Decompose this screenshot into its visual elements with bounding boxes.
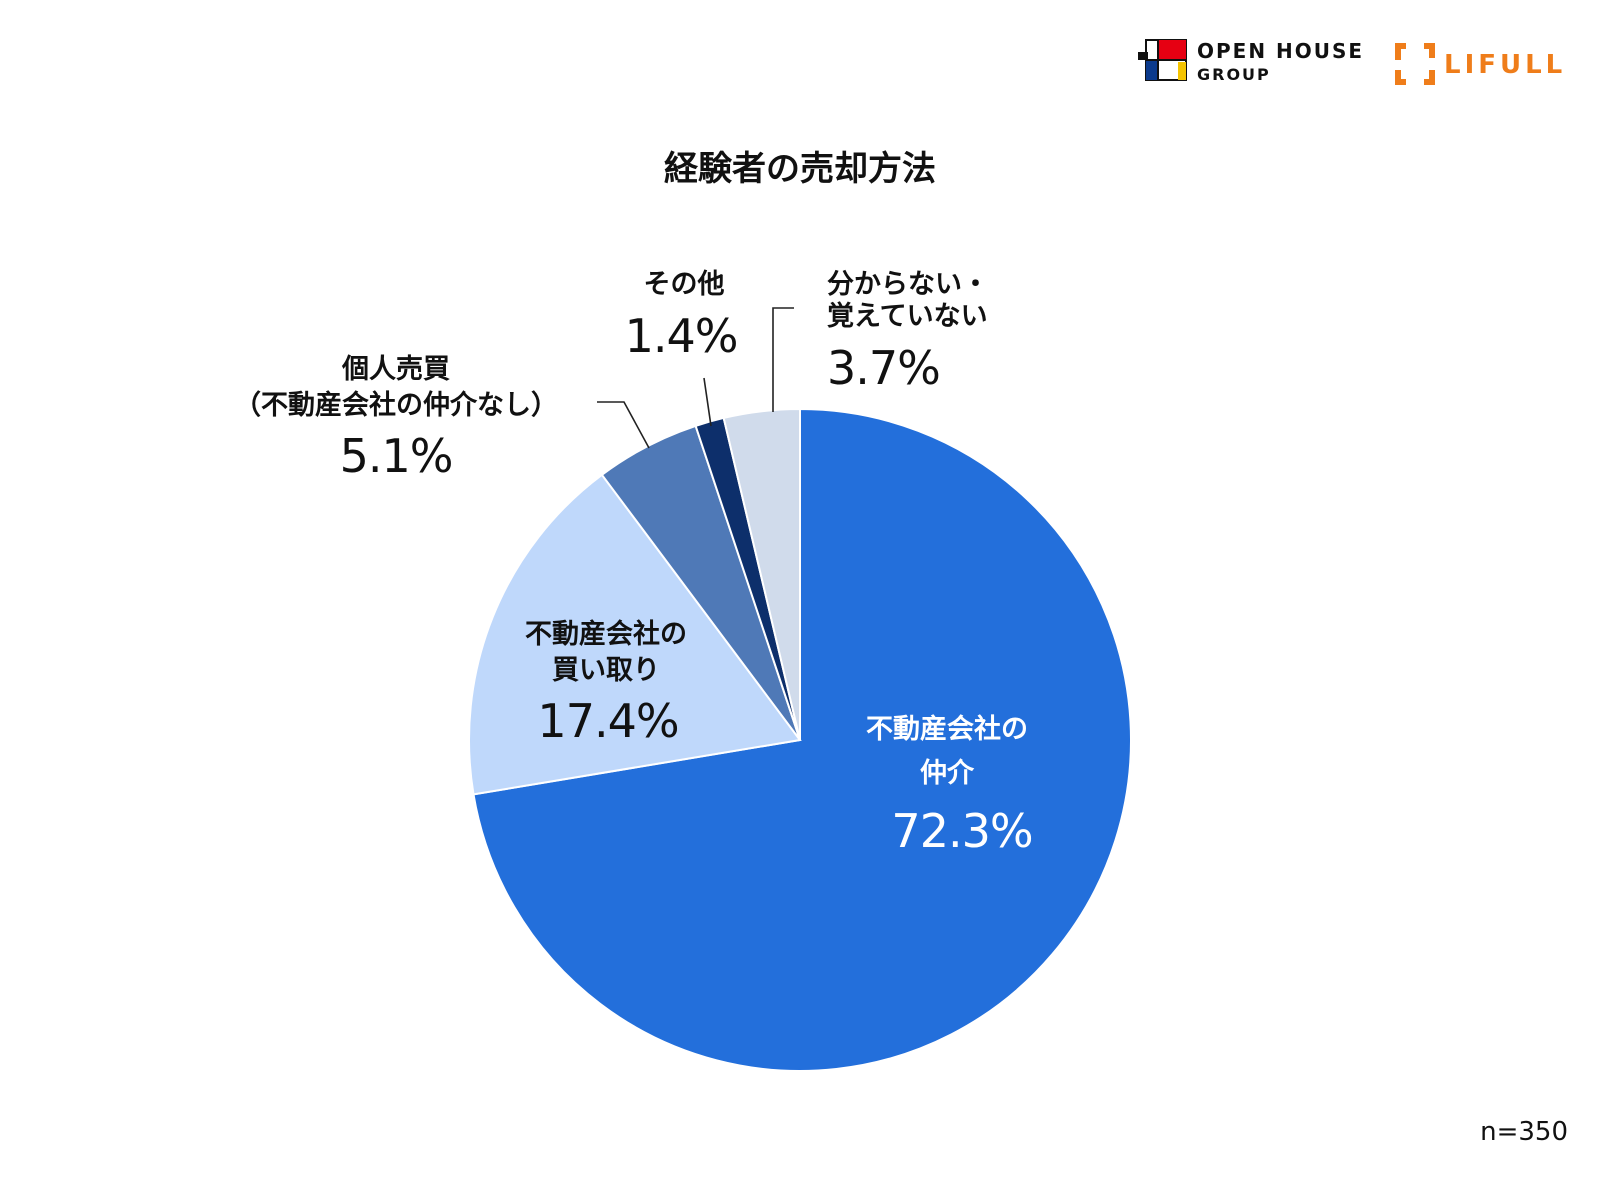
label-brokerage: 不動産会社の 仲介 72.3% xyxy=(866,713,1034,858)
chart-title: 経験者の売却方法 xyxy=(664,149,936,189)
label-unknown: 分からない・ 覚えていない 3.7% xyxy=(827,269,989,395)
open-house-logo-subtext: GROUP xyxy=(1197,65,1271,84)
slice-label-unknown-line1: 分からない・ xyxy=(827,269,989,300)
leader-lines xyxy=(597,307,794,449)
label-individual-sale: 個人売買 （不動産会社の仲介なし） 5.1% xyxy=(234,354,558,483)
slice-label-brokerage-line1: 不動産会社の xyxy=(866,713,1028,745)
open-house-logo-text: OPEN HOUSE xyxy=(1197,39,1364,63)
lifull-bracket-br xyxy=(1424,70,1435,85)
slice-unknown xyxy=(722,407,801,741)
slice-value-brokerage: 72.3% xyxy=(891,804,1032,858)
open-house-logo-blue-block xyxy=(1146,60,1158,80)
pie-slices xyxy=(468,407,1132,1072)
lifull-logo: LIFULL xyxy=(1395,43,1566,85)
open-house-logo: OPEN HOUSE GROUP xyxy=(1138,39,1364,84)
open-house-logo-red-block xyxy=(1158,40,1186,60)
slice-brokerage xyxy=(472,407,1132,1072)
label-buyout: 不動産会社の 買い取り 17.4% xyxy=(525,618,687,748)
open-house-logo-yellow-block xyxy=(1178,62,1186,80)
slice-label-buyout-line1: 不動産会社の xyxy=(525,618,687,650)
label-other: その他 1.4% xyxy=(625,269,739,363)
slice-label-individual-sale-line2: （不動産会社の仲介なし） xyxy=(234,389,558,421)
lifull-bracket-bl xyxy=(1395,70,1406,85)
slice-buyout xyxy=(468,473,802,796)
lifull-logo-text: LIFULL xyxy=(1444,50,1566,80)
slice-value-buyout: 17.4% xyxy=(537,694,678,748)
slice-label-buyout-line2: 買い取り xyxy=(552,655,660,686)
leader-line-individual-sale xyxy=(597,401,650,449)
leader-line-other xyxy=(703,377,712,427)
slice-label-individual-sale-line1: 個人売買 xyxy=(341,354,450,385)
lifull-bracket-tl xyxy=(1395,43,1406,60)
slice-label-unknown-line2: 覚えていない xyxy=(827,301,988,332)
slice-label-other-line1: その他 xyxy=(644,269,725,300)
sample-size-note: n=350 xyxy=(1480,1117,1568,1147)
slice-value-individual-sale: 5.1% xyxy=(340,429,453,483)
leader-line-unknown xyxy=(772,307,794,412)
slice-label-brokerage-line2: 仲介 xyxy=(920,758,975,789)
open-house-logo-roof xyxy=(1138,52,1148,60)
lifull-bracket-tr xyxy=(1424,43,1435,58)
slice-value-unknown: 3.7% xyxy=(827,341,940,395)
slice-value-other: 1.4% xyxy=(625,309,738,363)
